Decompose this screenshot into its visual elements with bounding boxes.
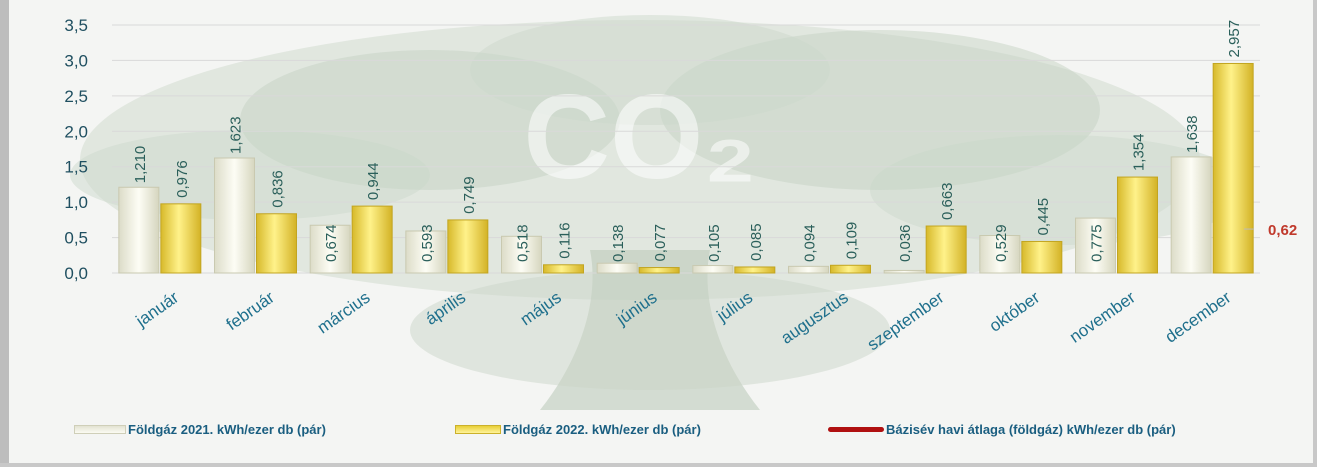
legend-label-2022: Földgáz 2022. kWh/ezer db (pár) [503,422,701,437]
gridlines [112,24,1260,274]
reference-line-group: 0,62 [157,222,1297,239]
data-label-2021: 0,674 [323,224,340,262]
data-label-2022: 1,354 [1131,134,1148,172]
data-label-2021: 0,518 [515,224,532,262]
chart-svg: CO₂ 0,0 0,5 1,0 1,5 2,0 2,5 3,0 3,5 0,62 1,210 0… [64,15,1297,410]
bar-2022 [1021,240,1063,274]
data-label-2022: 0,749 [461,176,478,214]
data-label-2022: 0,116 [557,222,574,258]
y-tick-label: 0,5 [64,229,88,248]
bar-2021 [309,224,351,274]
reference-line-label: 0,62 [1268,222,1297,239]
bar-2022 [351,205,393,274]
bars [118,62,1254,274]
data-label-2022: 0,109 [844,222,861,260]
y-axis-ticks: 0,0 0,5 1,0 1,5 2,0 2,5 3,0 3,5 [64,16,88,283]
bar-2022 [734,266,776,274]
bar-2022 [256,213,297,274]
bar-2022 [925,225,967,274]
y-tick-label: 2,0 [64,122,88,141]
legend-item-reference: Bázisév havi átlaga (földgáz) kWh/ezer d… [828,422,1176,437]
legend-label-2021: Földgáz 2021. kWh/ezer db (pár) [128,422,326,437]
y-tick-label: 3,5 [64,16,88,35]
data-label-2022: 0,944 [365,163,382,201]
bar-2021 [596,262,638,274]
bar-2021 [214,157,255,274]
x-tick-label: október [986,288,1044,336]
x-tick-label: február [223,288,278,335]
data-label-2022: 0,836 [270,170,287,208]
data-label-2021: 0,138 [610,224,627,262]
bar-2022 [638,267,680,274]
bar-2021 [883,269,925,274]
data-label-2022: 0,077 [652,224,669,262]
data-label-2022: 0,976 [174,160,191,198]
x-tick-label: január [132,288,183,331]
y-tick-label: 3,0 [64,51,88,70]
y-tick-label: 1,5 [64,158,88,177]
bar-2022 [1117,176,1158,274]
bar-2021 [1170,156,1212,274]
legend-item-2021: Földgáz 2021. kWh/ezer db (pár) [74,422,326,437]
legend-item-2022: Földgáz 2022. kWh/ezer db (pár) [455,422,701,437]
legend-label-reference: Bázisév havi átlaga (földgáz) kWh/ezer d… [886,422,1176,437]
bar-2022 [830,264,871,274]
y-tick-label: 1,0 [64,193,88,212]
bar-2022 [543,264,584,274]
y-tick-label: 0,0 [64,264,88,283]
data-label-2022: 2,957 [1226,20,1243,58]
left-border [0,0,9,467]
bar-2021 [692,265,734,274]
legend: Földgáz 2021. kWh/ezer db (pár) Földgáz … [0,412,1317,448]
watermark-co2: CO₂ [523,70,756,204]
data-label-2021: 1,623 [228,116,245,154]
y-tick-label: 2,5 [64,87,88,106]
data-label-2021: 0,529 [993,224,1010,262]
bar-2021 [118,186,160,274]
data-label-2022: 0,445 [1035,198,1052,236]
data-label-2021: 0,593 [419,224,436,262]
data-label-2021: 1,638 [1184,115,1201,153]
bar-2021 [788,265,829,274]
bar-2022 [160,203,202,274]
data-label-2022: 0,663 [939,182,956,220]
right-border [1313,0,1317,467]
data-label-2021: 0,036 [897,224,914,262]
data-label-2021: 1,210 [132,146,149,184]
bottom-border [0,463,1317,467]
data-labels: 1,210 0,976 1,623 0,836 0,674 0,944 0,593 0,749… [132,20,1243,262]
data-label-2021: 0,775 [1089,224,1106,262]
x-tick-label: március [314,288,374,338]
data-label-2021: 0,094 [802,224,819,262]
legend-swatch-2022 [455,425,501,434]
legend-swatch-2021 [74,425,126,434]
legend-swatch-reference [828,427,884,432]
data-label-2022: 0,085 [748,223,765,261]
x-tick-label: november [1066,288,1139,347]
bar-2021 [501,235,542,274]
data-label-2021: 0,105 [706,224,723,262]
bar-2021 [979,235,1021,274]
x-tick-label: december [1162,288,1235,347]
bar-2022 [1212,62,1254,274]
